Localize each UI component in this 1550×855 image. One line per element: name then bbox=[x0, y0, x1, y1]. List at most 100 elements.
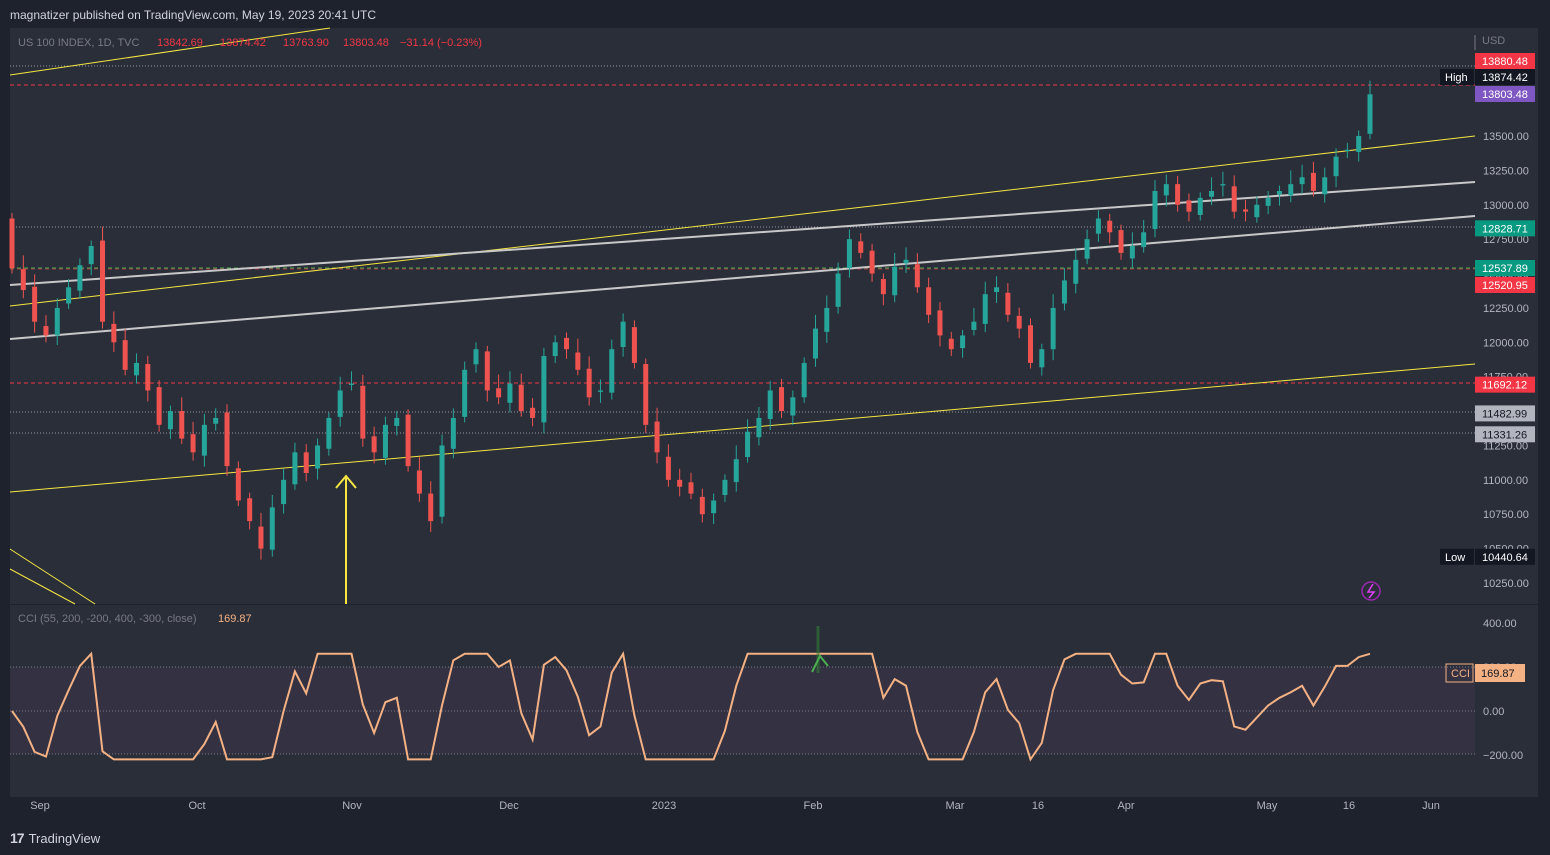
candle-body bbox=[688, 482, 694, 494]
price-tag: High bbox=[1445, 72, 1468, 84]
price-tick: 10750.00 bbox=[1483, 509, 1529, 521]
candle-body bbox=[462, 369, 468, 417]
price-label: 11482.99 bbox=[1482, 408, 1527, 420]
candle-body bbox=[530, 407, 536, 418]
candle-body bbox=[1209, 191, 1215, 197]
currency-label: USD bbox=[1482, 35, 1505, 47]
candle-body bbox=[699, 496, 705, 515]
candle-body bbox=[609, 349, 615, 393]
candle-body bbox=[1073, 259, 1079, 284]
lightning-bolt-icon bbox=[1366, 583, 1376, 599]
candle-body bbox=[1061, 280, 1067, 304]
brand-name: TradingView bbox=[28, 830, 101, 846]
price-label: 12520.95 bbox=[1482, 280, 1528, 292]
candle-body bbox=[382, 424, 388, 458]
candle-body bbox=[1254, 204, 1260, 218]
candle-body bbox=[643, 364, 649, 425]
arrow-annotation-head bbox=[335, 474, 357, 489]
price-label-box bbox=[1475, 548, 1535, 565]
publisher-bar: magnatizer published on TradingView.com,… bbox=[0, 0, 1550, 28]
candle-body bbox=[1310, 172, 1316, 192]
price-tick: 13000.00 bbox=[1483, 200, 1529, 212]
candle-body bbox=[1175, 184, 1181, 205]
time-tick: 16 bbox=[1032, 800, 1044, 812]
symbol-change: −31.14 (−0.23%) bbox=[400, 37, 482, 49]
candle-body bbox=[20, 269, 26, 291]
candle-body bbox=[926, 287, 932, 315]
candle-body bbox=[937, 310, 943, 336]
candle-body bbox=[1344, 149, 1350, 152]
candle-body bbox=[496, 388, 502, 398]
candle-body bbox=[1039, 349, 1045, 368]
candle-body bbox=[111, 323, 117, 343]
candle-body bbox=[1107, 220, 1113, 233]
price-label-box bbox=[1475, 376, 1535, 393]
candle-body bbox=[1050, 307, 1056, 350]
price-label-box bbox=[1475, 220, 1535, 237]
time-tick: 16 bbox=[1343, 800, 1355, 812]
price-tick: 13500.00 bbox=[1483, 131, 1529, 143]
candle-body bbox=[869, 250, 875, 274]
price-tick: 10250.00 bbox=[1483, 578, 1529, 590]
candle-body bbox=[224, 412, 230, 467]
tv-logo-icon: 17 bbox=[10, 830, 25, 846]
publisher-text: magnatizer published on TradingView.com,… bbox=[10, 8, 376, 22]
candle-body bbox=[315, 445, 321, 469]
trendline-mid-lower[interactable] bbox=[9, 215, 1476, 340]
candle-body bbox=[1152, 191, 1158, 229]
candle-body bbox=[620, 321, 626, 347]
price-tick: 11250.00 bbox=[1483, 440, 1528, 452]
price-pane[interactable] bbox=[10, 28, 1538, 604]
candle-body bbox=[733, 459, 739, 483]
cci-title[interactable]: CCI (55, 200, -200, 400, -300, close) bbox=[18, 613, 197, 625]
candle-body bbox=[43, 326, 49, 336]
candlestick-series[interactable] bbox=[9, 80, 1373, 560]
cci-tick: −200.00 bbox=[1483, 750, 1523, 762]
trendline-top-left[interactable] bbox=[9, 27, 331, 76]
cci-tag-box bbox=[1445, 663, 1474, 683]
candle-body bbox=[745, 431, 751, 458]
time-tick: Dec bbox=[499, 800, 519, 812]
symbol-close: 13803.48 bbox=[343, 37, 389, 49]
trendline-channel-upper[interactable] bbox=[9, 135, 1476, 307]
time-tick: Feb bbox=[804, 800, 823, 812]
cci-tag-label: CCI bbox=[1451, 668, 1470, 680]
candle-body bbox=[281, 479, 287, 505]
candle-body bbox=[790, 397, 796, 416]
candle-body bbox=[1141, 232, 1147, 248]
trendline-bottom-left-2 bbox=[9, 568, 76, 605]
price-tick: 12250.00 bbox=[1483, 303, 1529, 315]
candle-body bbox=[190, 434, 196, 453]
candle-body bbox=[1299, 177, 1305, 185]
candle-body bbox=[1243, 209, 1249, 212]
candle-body bbox=[711, 500, 717, 514]
time-axis[interactable]: Sep Oct Nov Dec 2023 Feb Mar 16 Apr May 16 Jun bbox=[30, 800, 1440, 812]
price-label-box bbox=[1475, 86, 1535, 102]
trendline-mid-upper[interactable] bbox=[9, 181, 1476, 286]
candle-body bbox=[484, 351, 490, 391]
candle-body bbox=[54, 307, 60, 336]
candle-body bbox=[1118, 230, 1124, 253]
candle-body bbox=[960, 335, 966, 349]
candle-body bbox=[1095, 218, 1101, 234]
price-label: 11331.26 bbox=[1482, 429, 1527, 441]
candle-body bbox=[880, 279, 886, 295]
tradingview-logo[interactable]: 17 TradingView bbox=[10, 830, 100, 846]
candle-body bbox=[371, 436, 377, 453]
lightning-icon[interactable] bbox=[1361, 581, 1381, 601]
candle-body bbox=[439, 445, 445, 517]
candle-body bbox=[9, 218, 15, 269]
candle-body bbox=[767, 390, 773, 420]
symbol-name[interactable]: US 100 INDEX, 1D, TVC bbox=[18, 37, 140, 49]
footer-bar: 17 TradingView bbox=[0, 822, 1550, 855]
candle-body bbox=[1016, 315, 1022, 329]
candle-body bbox=[1367, 94, 1373, 134]
time-tick: Sep bbox=[30, 800, 50, 812]
candle-body bbox=[1028, 325, 1033, 363]
candle-body bbox=[1197, 197, 1203, 215]
trendline-channel-lower[interactable] bbox=[9, 363, 1476, 493]
candle-body bbox=[1163, 184, 1169, 196]
candle-body bbox=[665, 456, 671, 480]
cci-value-tag: 169.87 bbox=[1481, 668, 1515, 680]
